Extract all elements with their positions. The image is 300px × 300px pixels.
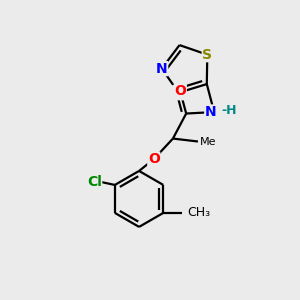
Text: Me: Me [200,136,216,146]
Text: Cl: Cl [87,175,102,189]
Text: CH₃: CH₃ [187,206,210,219]
Text: O: O [148,152,160,166]
Text: S: S [202,48,212,62]
Text: N: N [156,61,168,76]
Text: N: N [173,86,184,100]
Text: -H: -H [221,104,237,117]
Text: O: O [174,85,186,98]
Text: N: N [205,105,216,119]
